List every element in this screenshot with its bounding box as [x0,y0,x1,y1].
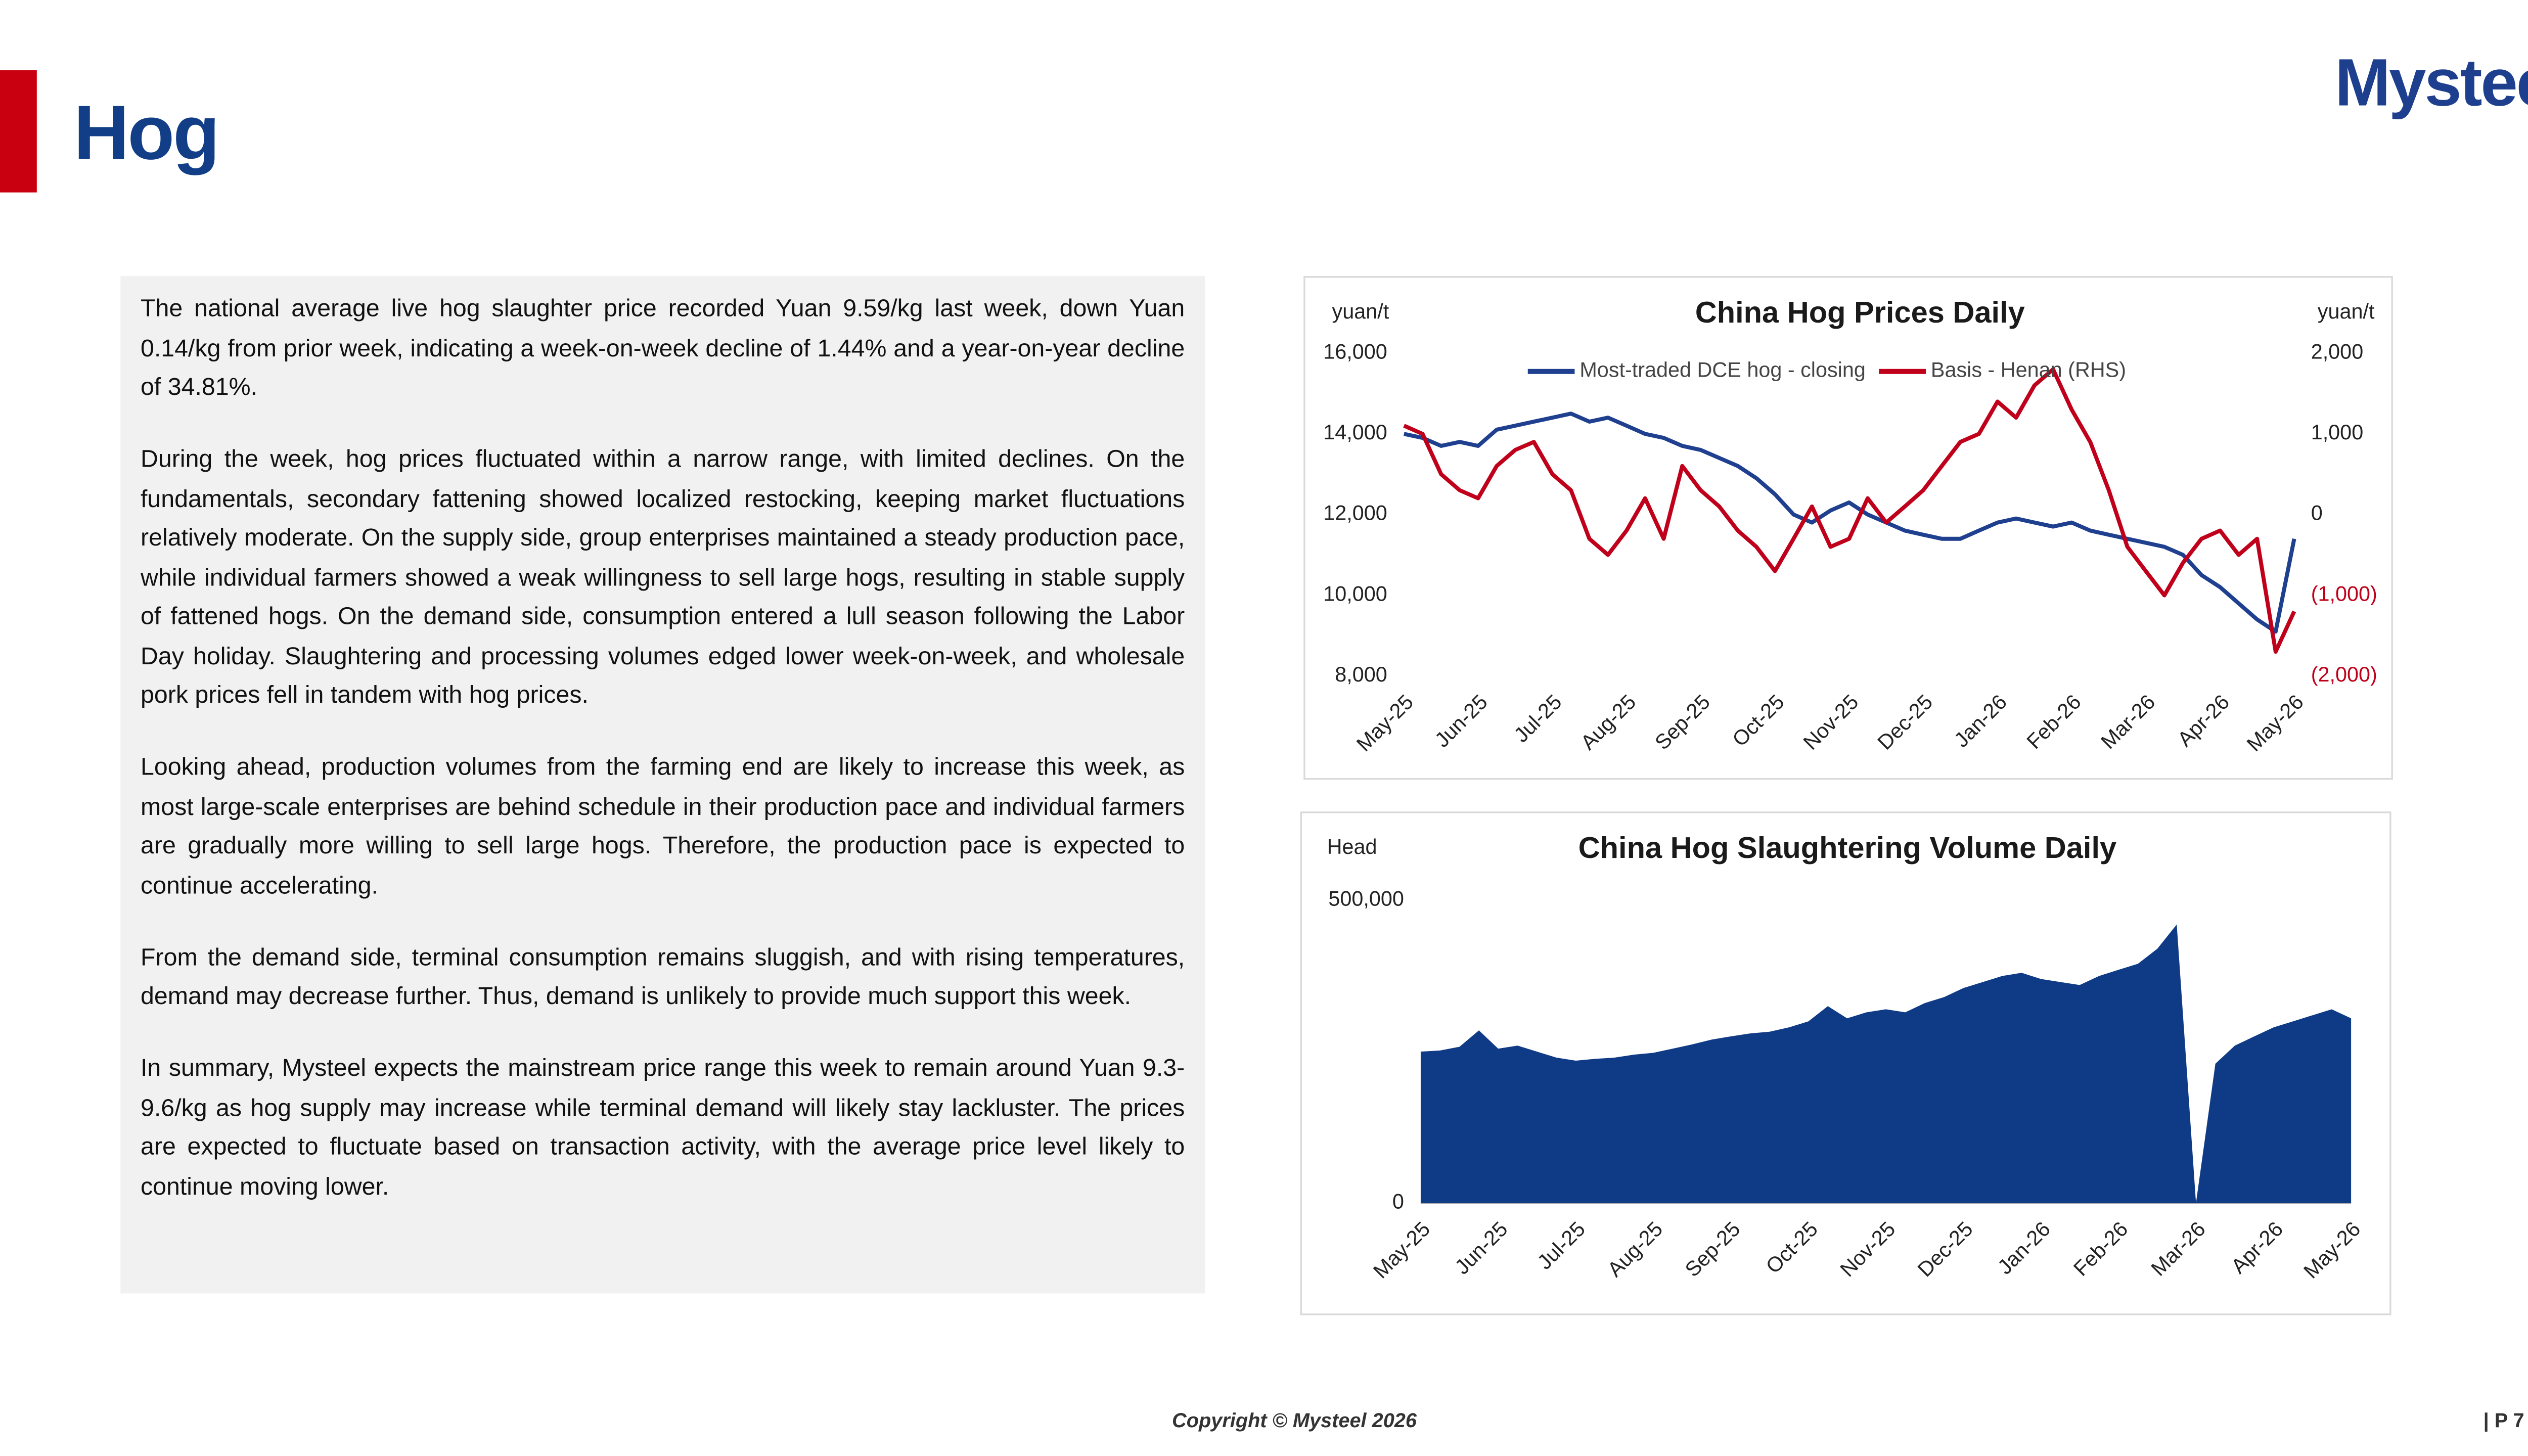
chart-title: China Hog Slaughtering Volume Daily [1578,831,2117,864]
x-tick-label: Dec-25 [1913,1217,1977,1282]
y2-tick-label: (1,000) [2311,582,2377,605]
x-tick-label: Sep-25 [1650,690,1714,754]
x-tick-label: Apr-26 [2173,690,2234,751]
accent-bar [0,70,37,193]
chart-title: China Hog Prices Daily [1695,295,2025,329]
y2-tick-label: (2,000) [2311,663,2377,686]
paragraph: In summary, Mysteel expects the mainstre… [141,1056,1185,1201]
page-number: | P 7 [2483,1408,2524,1433]
x-tick-label: Sep-25 [1681,1217,1745,1282]
x-tick-label: Jan-26 [1950,690,2011,752]
y2-tick-label: 2,000 [2311,340,2364,363]
x-tick-label: Aug-25 [1576,690,1641,754]
legend-label: Most-traded DCE hog - closing [1579,358,1865,382]
area [1420,924,2352,1203]
paragraph: The national average live hog slaughter … [141,296,1185,402]
x-tick-label: Nov-25 [1799,690,1863,754]
x-tick-label: Feb-26 [2022,690,2086,753]
y2-tick-label: 1,000 [2311,421,2364,444]
paragraph: Looking ahead, production volumes from t… [141,754,1185,899]
y2-axis-title: yuan/t [2318,300,2375,323]
x-tick-label: Feb-26 [2069,1217,2132,1281]
x-tick-label: Oct-25 [1762,1217,1822,1278]
x-tick-label: Aug-25 [1603,1217,1667,1282]
x-tick-label: Mar-26 [2096,690,2159,753]
y-tick-label: 0 [1392,1190,1404,1213]
x-tick-label: Jul-25 [1509,690,1566,747]
price-chart: China Hog Prices Daily yuan/t yuan/t 8,000 1… [1303,276,2393,780]
x-tick-label: Apr-26 [2227,1217,2287,1278]
x-tick-label: Dec-25 [1873,690,1937,754]
x-tick-label: Oct-25 [1728,690,1789,751]
legend-label: Basis - Henan (RHS) [1931,358,2126,382]
x-tick-label: Jul-25 [1533,1217,1590,1274]
x-tick-label: Mar-26 [2147,1217,2210,1281]
x-tick-label: Jun-25 [1451,1217,1512,1279]
x-tick-label: Jun-25 [1430,690,1492,752]
y-tick-label: 16,000 [1323,340,1387,363]
x-tick-label: May-25 [1352,690,1418,756]
x-tick-label: Jan-26 [1993,1217,2055,1279]
y-tick-label: 12,000 [1323,502,1387,525]
x-tick-label: May-26 [2299,1217,2365,1283]
line [1403,367,2296,654]
y-tick-label: 14,000 [1323,421,1387,444]
x-tick-label: Nov-25 [1836,1217,1900,1282]
page-title: Hog [73,88,220,176]
y-axis-title: Head [1327,835,1377,858]
x-tick-label: May-26 [2242,690,2308,756]
y2-tick-label: 0 [2311,502,2323,525]
y-axis-title: yuan/t [1332,300,1389,323]
y-tick-label: 10,000 [1323,582,1387,605]
logo: Mysteel [2334,47,2528,121]
y-tick-label: 500,000 [1328,887,1404,911]
volume-chart: China Hog Slaughtering Volume Daily Head 0… [1300,811,2391,1315]
paragraph: From the demand side, terminal consumpti… [141,944,1185,1011]
x-tick-label: May-25 [1369,1217,1434,1283]
copyright: Copyright © Mysteel 2026 [1172,1408,1417,1433]
paragraph: During the week, hog prices fluctuated w… [141,446,1185,710]
text-panel: The national average live hog slaughter … [120,276,1205,1294]
y-tick-label: 8,000 [1335,663,1387,686]
line [1403,412,2296,634]
